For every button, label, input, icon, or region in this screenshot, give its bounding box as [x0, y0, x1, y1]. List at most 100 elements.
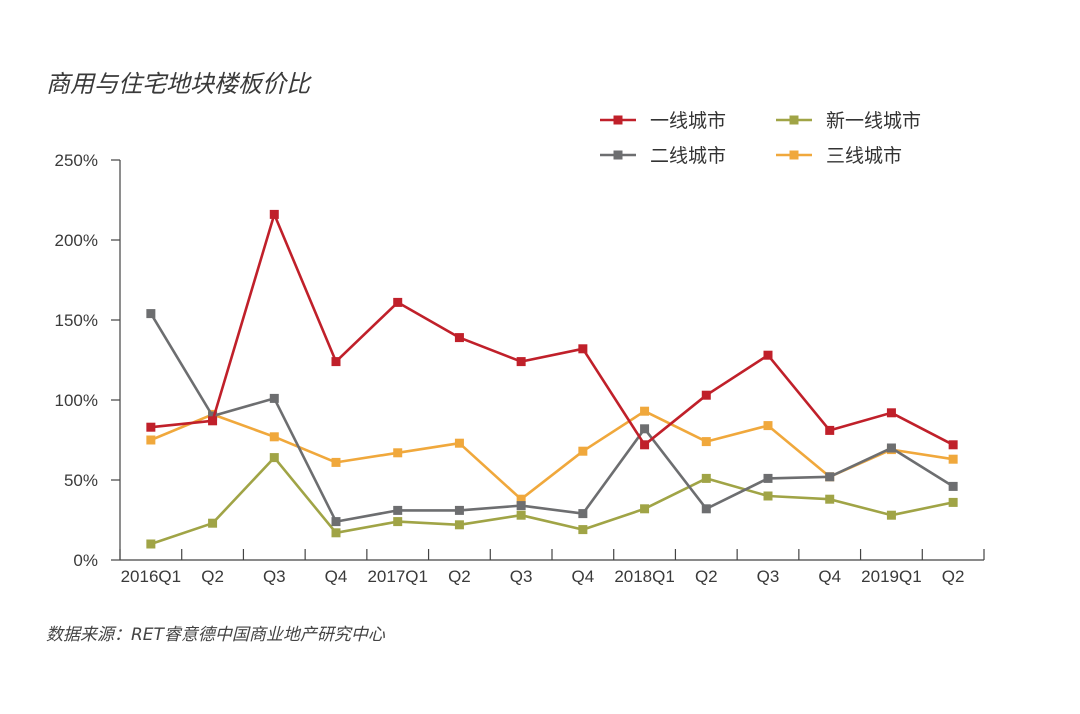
- data-point: [146, 422, 156, 432]
- y-ticks: 0% 50% 100% 150% 200% 250%: [55, 151, 120, 570]
- data-point: [331, 528, 341, 538]
- data-point: [454, 438, 464, 448]
- data-point: [578, 509, 588, 519]
- data-point: [208, 411, 218, 421]
- x-tick-label: Q4: [818, 567, 841, 586]
- series-0: [146, 209, 958, 450]
- legend-marker: [613, 115, 623, 125]
- x-tick-label: 2019Q1: [861, 567, 922, 586]
- series-line: [150, 213, 954, 447]
- axes: [119, 160, 984, 561]
- series-line: [150, 456, 954, 546]
- data-point: [516, 494, 526, 504]
- x-tick-label: Q3: [263, 567, 286, 586]
- x-tick-label: 2016Q1: [121, 567, 182, 586]
- data-point: [825, 425, 835, 435]
- data-point: [886, 510, 896, 520]
- y-tick-label: 200%: [55, 231, 98, 250]
- data-point: [578, 525, 588, 535]
- data-point: [763, 491, 773, 501]
- data-point: [393, 448, 403, 458]
- legend-marker: [613, 150, 623, 160]
- data-point: [393, 297, 403, 307]
- data-point: [763, 350, 773, 360]
- data-point: [948, 481, 958, 491]
- data-point: [701, 473, 711, 483]
- data-point: [454, 520, 464, 530]
- legend-item: 一线城市: [600, 110, 726, 132]
- x-ticks: 2016Q1 Q2 Q3 Q4 2017Q1 Q2 Q3 Q4 2018Q1 Q2 Q3 Q4 2019…: [119, 549, 985, 586]
- data-point: [208, 416, 218, 426]
- x-tick-label: Q3: [510, 567, 533, 586]
- data-point: [269, 453, 279, 463]
- data-point: [393, 517, 403, 527]
- data-point: [763, 421, 773, 431]
- x-tick-label: Q4: [325, 567, 348, 586]
- data-point: [578, 446, 588, 456]
- x-tick-label: Q4: [572, 567, 595, 586]
- data-point: [763, 473, 773, 483]
- data-point: [269, 432, 279, 442]
- y-tick-label: 150%: [55, 311, 98, 330]
- data-point: [886, 408, 896, 418]
- data-point: [269, 393, 279, 403]
- series-layer: [146, 209, 958, 549]
- data-point: [146, 435, 156, 445]
- series-line: [149, 312, 954, 523]
- data-point: [578, 344, 588, 354]
- legend-marker: [789, 115, 799, 125]
- x-tick-label: Q2: [201, 567, 224, 586]
- legend-marker: [789, 150, 799, 160]
- data-point: [269, 209, 279, 219]
- legend-item: 二线城市: [600, 145, 726, 167]
- series-3: [146, 406, 958, 504]
- data-point: [886, 443, 896, 453]
- x-tick-label: Q2: [695, 567, 718, 586]
- data-point: [454, 333, 464, 343]
- data-point: [640, 406, 650, 416]
- x-tick-label: Q2: [448, 567, 471, 586]
- legend-label: 二线城市: [650, 145, 726, 167]
- data-point: [331, 517, 341, 527]
- series-2: [146, 453, 958, 549]
- data-point: [516, 501, 526, 511]
- data-point: [331, 457, 341, 467]
- legend-item: 三线城市: [776, 145, 902, 167]
- x-tick-label: Q3: [757, 567, 780, 586]
- legend-item: 新一线城市: [776, 110, 921, 132]
- x-tick-label: 2018Q1: [614, 567, 675, 586]
- data-point: [516, 357, 526, 367]
- data-point: [331, 357, 341, 367]
- data-point: [393, 505, 403, 515]
- data-point: [948, 454, 958, 464]
- x-tick-label: 2017Q1: [367, 567, 428, 586]
- data-point: [516, 510, 526, 520]
- data-point: [701, 504, 711, 514]
- data-point: [701, 437, 711, 447]
- data-point: [640, 504, 650, 514]
- x-tick-label: Q2: [942, 567, 965, 586]
- data-point: [146, 309, 156, 319]
- data-point: [208, 518, 218, 528]
- series-line: [150, 409, 954, 501]
- data-point: [146, 539, 156, 549]
- legend-label: 三线城市: [826, 145, 902, 167]
- y-tick-label: 100%: [55, 391, 98, 410]
- data-point: [640, 440, 650, 450]
- data-point: [701, 390, 711, 400]
- y-tick-label: 0%: [73, 551, 98, 570]
- legend-label: 新一线城市: [826, 110, 921, 132]
- data-point: [825, 494, 835, 504]
- data-point: [948, 497, 958, 507]
- data-point: [454, 505, 464, 515]
- y-tick-label: 250%: [55, 151, 98, 170]
- data-point: [640, 424, 650, 434]
- source-note: 数据来源：RET睿意德中国商业地产研究中心: [46, 625, 386, 645]
- data-point: [825, 472, 835, 482]
- legend-label: 一线城市: [650, 110, 726, 132]
- chart-title: 商用与住宅地块楼板价比: [46, 70, 312, 98]
- series-1: [146, 309, 958, 527]
- data-point: [948, 440, 958, 450]
